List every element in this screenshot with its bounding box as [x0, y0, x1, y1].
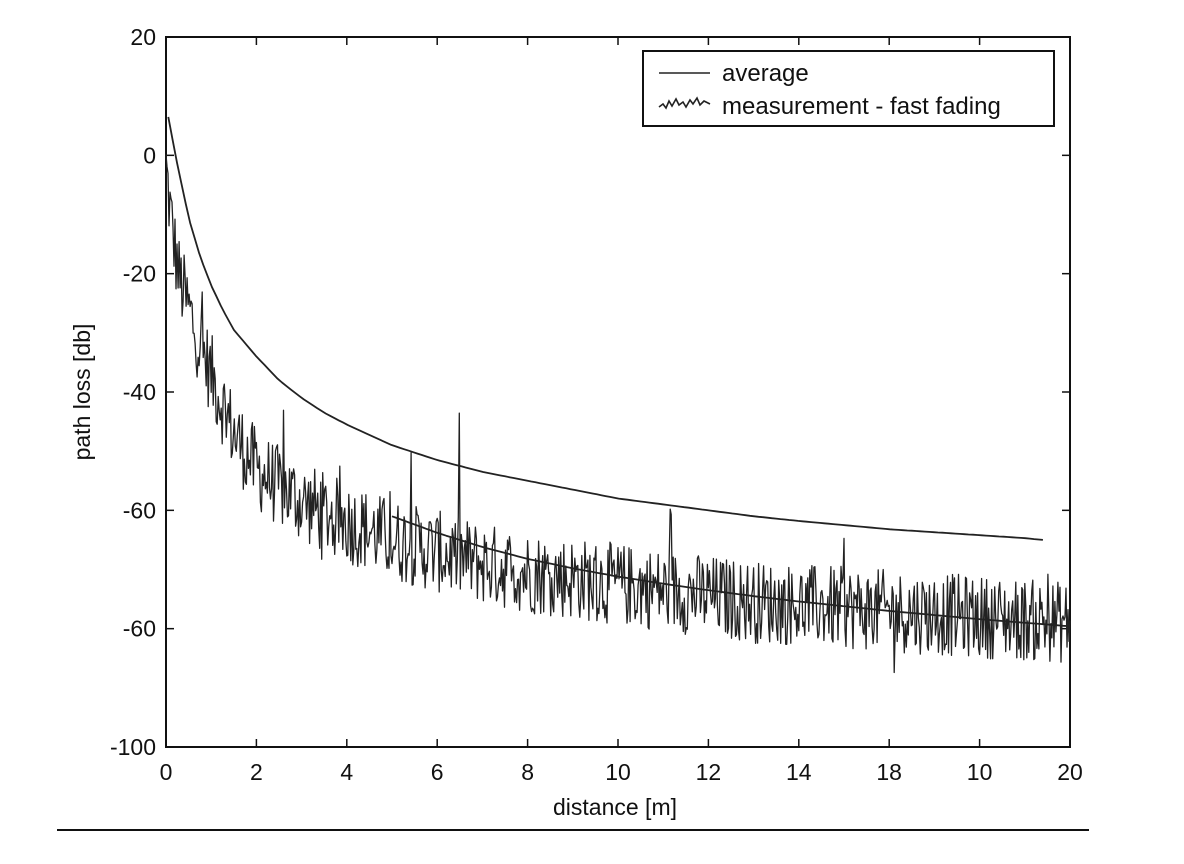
y-tick-label: -100	[110, 734, 156, 760]
legend: average measurement - fast fading	[642, 50, 1055, 127]
y-axis-label: path loss [db]	[69, 324, 95, 461]
x-tick-label: 10	[967, 759, 993, 785]
y-tick-label: -40	[123, 379, 156, 405]
y-tick-label: 20	[130, 24, 156, 50]
y-tick-label: 0	[143, 142, 156, 168]
y-tick-label: -60	[123, 616, 156, 642]
plot-frame	[165, 36, 1071, 748]
series-line-2	[165, 154, 1071, 674]
x-tick-label: 14	[786, 759, 812, 785]
x-tick-label: 2	[250, 759, 263, 785]
series-line-1	[167, 116, 1043, 541]
series-group	[165, 116, 1071, 674]
legend-box	[642, 50, 1055, 127]
x-axis-ticks: 0 2 4 6 8 10 12 14 18 10 20	[160, 37, 1083, 785]
x-tick-label: 12	[696, 759, 722, 785]
series-line-3	[391, 515, 1071, 628]
legend-average-label: average	[722, 60, 809, 87]
y-tick-label: -20	[123, 261, 156, 287]
x-tick-label: 20	[1057, 759, 1083, 785]
x-tick-label: 6	[431, 759, 444, 785]
x-tick-label: 4	[340, 759, 353, 785]
x-tick-label: 8	[521, 759, 534, 785]
x-tick-label: 18	[876, 759, 902, 785]
legend-measurement-marker	[658, 96, 711, 110]
y-axis-ticks: 20 0 -20 -40 -60 -60 -100	[110, 24, 1070, 760]
x-tick-label: 0	[160, 759, 173, 785]
y-tick-label: -60	[123, 497, 156, 523]
x-axis-label: distance [m]	[553, 794, 677, 820]
legend-measurement-label: measurement - fast fading	[722, 93, 1001, 120]
x-tick-label: 10	[605, 759, 631, 785]
